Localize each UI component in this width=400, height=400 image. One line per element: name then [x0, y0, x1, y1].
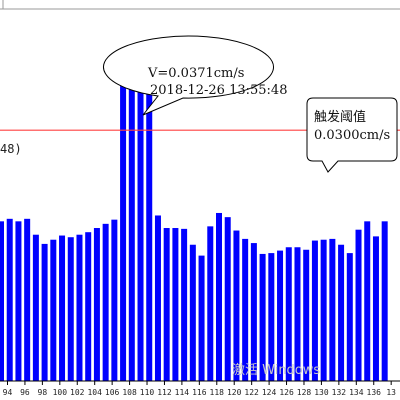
- threshold-value-text: 0.0300cm/s: [314, 128, 390, 143]
- bar-131: [320, 239, 327, 381]
- bar-134: [346, 253, 353, 381]
- bar-123: [250, 243, 257, 381]
- bar-126: [277, 250, 284, 381]
- bar-104: [85, 232, 92, 381]
- x-tick-label-126: 126: [279, 388, 294, 397]
- bar-129: [303, 249, 310, 381]
- threshold-callout: 触发阈值 0.0300cm/s: [306, 97, 398, 173]
- bar-103: [76, 234, 83, 381]
- x-tick-label-104: 104: [87, 388, 102, 397]
- x-tick-label-106: 106: [105, 388, 120, 397]
- x-tick-label-132: 132: [332, 388, 347, 397]
- x-tick-label-94: 94: [3, 388, 13, 397]
- x-tick-label-124: 124: [262, 388, 277, 397]
- bar-95: [6, 218, 13, 381]
- bar-97: [24, 218, 31, 381]
- x-tick-label-116: 116: [192, 388, 207, 397]
- bar-109: [128, 79, 135, 381]
- peak-callout-bubble: [103, 35, 274, 116]
- bar-112: [154, 215, 161, 381]
- bar-133: [338, 244, 345, 381]
- bar-114: [172, 228, 179, 381]
- x-tick-label-98: 98: [38, 388, 48, 397]
- threshold-callout-box: [306, 97, 398, 173]
- bar-137: [372, 236, 379, 381]
- x-tick-label-102: 102: [70, 388, 85, 397]
- bar-130: [311, 240, 318, 381]
- left-clipped-label: 48): [0, 142, 22, 156]
- bar-136: [364, 221, 371, 381]
- bar-120: [224, 217, 231, 381]
- bar-105: [93, 228, 100, 381]
- bar-110: [137, 70, 144, 382]
- x-tick-label-134: 134: [349, 388, 364, 397]
- x-tick-label-96: 96: [20, 388, 30, 397]
- threshold-title-text: 触发阈值: [314, 109, 366, 125]
- bar-94: [0, 221, 4, 381]
- x-tick-label-112: 112: [157, 388, 172, 397]
- x-tick-label-120: 120: [227, 388, 242, 397]
- bar-111: [146, 87, 153, 381]
- x-tick-label-108: 108: [122, 388, 137, 397]
- windows-activation-watermark: 激活 Windows: [232, 363, 320, 378]
- x-tick-label-130: 130: [314, 388, 329, 397]
- x-tick-label-114: 114: [175, 388, 190, 397]
- bar-99: [41, 243, 48, 381]
- bar-107: [111, 219, 118, 381]
- bar-116: [189, 244, 196, 381]
- bar-127: [285, 247, 292, 381]
- bar-122: [242, 238, 249, 381]
- x-tick-label-100: 100: [53, 388, 68, 397]
- bar-96: [15, 221, 22, 381]
- bar-102: [67, 237, 74, 381]
- bar-135: [355, 229, 362, 381]
- bar-128: [294, 247, 301, 381]
- bar-117: [198, 255, 205, 381]
- bar-132: [329, 238, 336, 381]
- peak-time-text: 2018-12-26 13:55:48: [150, 83, 287, 98]
- x-tick-label-110: 110: [140, 388, 155, 397]
- bar-121: [233, 230, 240, 381]
- bar-101: [59, 235, 66, 381]
- bar-138: [381, 221, 388, 381]
- bar-118: [207, 226, 214, 381]
- bar-100: [50, 239, 57, 381]
- bar-98: [32, 234, 39, 381]
- bar-115: [181, 228, 188, 381]
- bar-125: [268, 253, 275, 381]
- bar-106: [102, 223, 109, 381]
- x-tick-label-118: 118: [210, 388, 225, 397]
- bar-113: [163, 228, 170, 381]
- x-tick-label-128: 128: [297, 388, 312, 397]
- peak-callout: V=0.0371cm/s 2018-12-26 13:55:48: [103, 35, 287, 116]
- bar-124: [259, 253, 266, 381]
- x-axis-ticks: 94 96 98 100 102 104 106 108 110 112 114 116 118 120 1…: [3, 381, 396, 397]
- x-tick-label-122: 122: [244, 388, 259, 397]
- bar-108: [120, 81, 127, 381]
- x-tick-label-136: 136: [367, 388, 382, 397]
- bar-series: [0, 70, 388, 382]
- bar-119: [216, 212, 222, 381]
- x-tick-label-13: 13: [386, 388, 396, 397]
- peak-value-text: V=0.0371cm/s: [147, 66, 244, 81]
